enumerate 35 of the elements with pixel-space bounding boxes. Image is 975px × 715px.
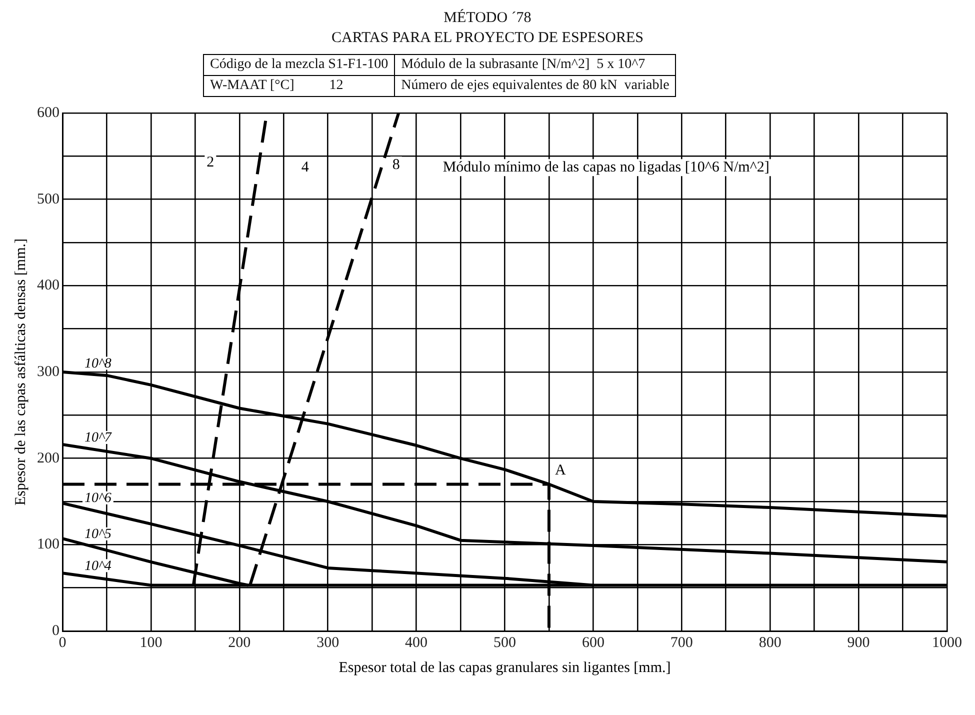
text: Módulo de la subrasante [N/m^2] 5 x 10^7 xyxy=(394,54,676,76)
x-tick-label: 900 xyxy=(847,634,870,651)
x-tick-label: 500 xyxy=(494,634,516,651)
y-tick-label: 200 xyxy=(37,450,60,466)
y-tick-label: 500 xyxy=(37,191,60,208)
text: Número de ejes equivalentes de 80 kN variable xyxy=(394,76,676,96)
annotation: 8 xyxy=(392,157,400,174)
x-tick-label: 700 xyxy=(670,634,693,651)
series-label: 10^4 xyxy=(84,558,112,574)
chart-subtitle: CARTAS PARA EL PROYECTO DE ESPESORES xyxy=(330,29,644,48)
x-tick-label: 800 xyxy=(758,634,782,651)
x-tick-label: 400 xyxy=(405,634,428,651)
y-tick-label: 300 xyxy=(37,364,60,380)
x-tick-label: 100 xyxy=(140,634,162,651)
y-tick-label: 600 xyxy=(37,104,60,121)
text: W-MAAT [°C] 12 xyxy=(204,76,395,96)
y-tick-label: 0 xyxy=(52,622,60,639)
annotation: 4 xyxy=(301,160,310,176)
series-label: 10^5 xyxy=(84,527,112,542)
annotation: 2 xyxy=(206,154,214,170)
series-label: 10^7 xyxy=(84,430,112,446)
y-axis-title: Espesor de las capas asfálticas densas [mm.] xyxy=(12,238,29,506)
y-tick-label: 400 xyxy=(37,278,60,294)
series-label: 10^8 xyxy=(84,356,112,372)
x-tick-label: 200 xyxy=(228,634,251,651)
annotation: A xyxy=(554,462,566,479)
x-tick-label: 300 xyxy=(316,634,340,651)
text: Código de la mezcla S1-F1-100 xyxy=(204,54,395,76)
x-tick-label: 600 xyxy=(582,634,604,651)
chart-title: MÉTODO ´78 xyxy=(442,8,532,28)
x-tick-label: 1000 xyxy=(932,634,962,651)
x-axis-title: Espesor total de las capas granulares sin ligantes [mm.] xyxy=(338,660,671,676)
annotation: Módulo mínimo de las capas no ligadas [10^6 N/m^2] xyxy=(442,160,770,176)
y-tick-label: 100 xyxy=(37,536,60,553)
series-label: 10^6 xyxy=(84,491,112,506)
